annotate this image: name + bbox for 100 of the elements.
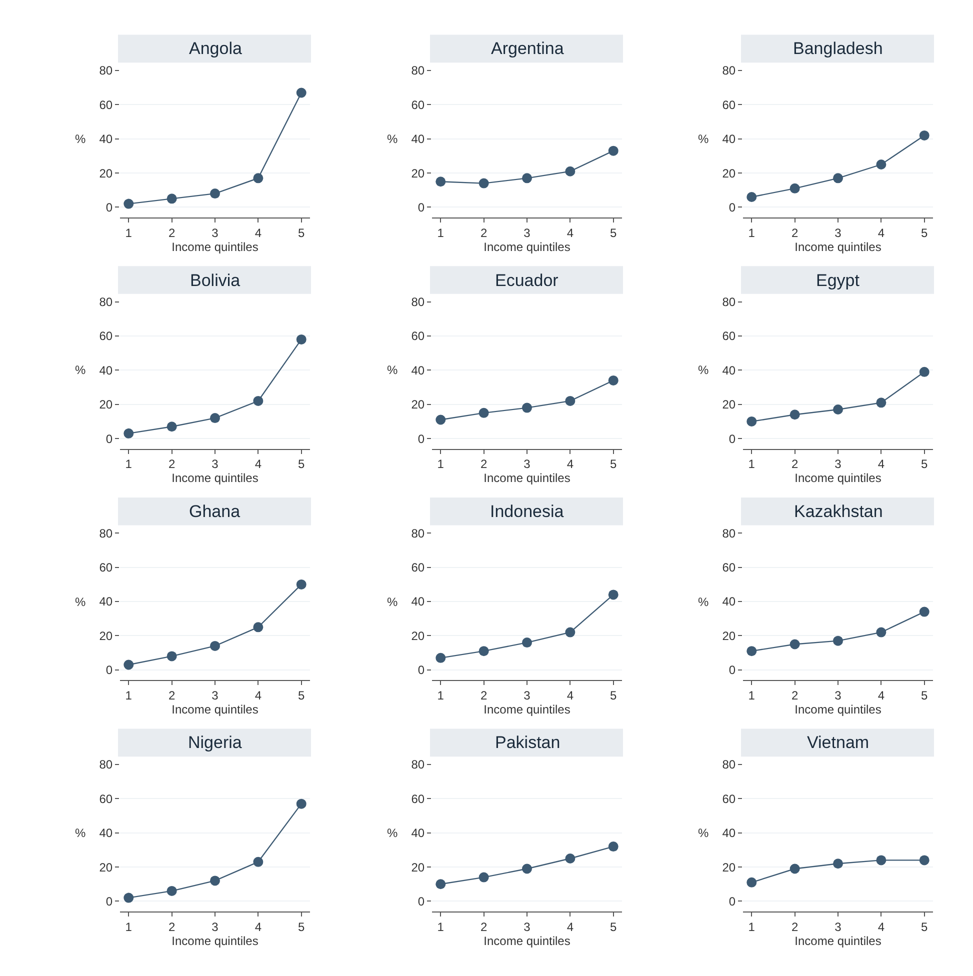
point [478,872,489,882]
x-tick-label: 3 [834,688,842,703]
point [833,636,843,646]
y-tick-label: 60 [722,98,736,112]
x-tick-label: 5 [921,226,928,240]
y-axis-title: % [387,363,398,377]
y-tick-label: 0 [728,894,736,908]
x-tick-label: 4 [254,688,262,703]
point [436,414,446,425]
point [790,410,800,420]
y-tick-label: 40 [411,826,425,840]
x-axis-title: Income quintiles [484,471,570,486]
x-axis-title: Income quintiles [484,702,570,717]
x-tick-label: 4 [566,226,574,240]
y-tick-label: 40 [99,594,113,609]
y-axis-title: % [698,826,709,840]
y-axis-title: % [75,826,86,840]
point [608,842,618,852]
chart-title: Bangladesh [793,39,883,58]
x-tick-label: 1 [748,688,756,703]
x-tick-label: 2 [480,457,488,472]
chart-title: Vietnam [807,733,870,752]
point [166,194,177,204]
x-tick-label: 1 [437,920,444,934]
y-tick-label: 20 [99,860,113,874]
point [833,404,843,415]
point [253,396,264,406]
y-tick-label: 80 [722,758,736,772]
x-axis-title: Income quintiles [794,934,882,948]
y-tick-label: 60 [411,329,425,344]
x-tick-label: 2 [168,226,176,240]
point [210,188,220,199]
x-tick-label: 2 [791,688,798,703]
x-tick-label: 1 [125,457,132,472]
x-axis-title: Income quintiles [794,702,882,717]
point [166,422,177,432]
y-tick-label: 0 [728,432,736,446]
x-tick-label: 1 [125,226,132,240]
y-tick-label: 80 [411,526,425,540]
x-axis-title: Income quintiles [172,702,258,717]
y-tick-label: 60 [411,98,425,112]
y-axis-title: % [698,132,709,146]
point [876,160,886,170]
y-tick-label: 20 [722,860,736,874]
y-axis-title: % [75,595,86,609]
point [478,178,489,188]
point [522,864,532,874]
x-tick-label: 4 [254,457,262,472]
y-tick-label: 40 [99,826,113,840]
point [210,876,220,886]
x-tick-label: 3 [212,688,219,703]
x-tick-label: 4 [878,688,885,703]
y-axis-title: % [387,132,398,146]
x-tick-label: 3 [212,226,219,240]
point [565,627,576,638]
x-axis-title: Income quintiles [172,240,258,254]
y-tick-label: 0 [418,432,425,446]
x-tick-label: 4 [566,920,574,934]
y-tick-label: 20 [722,628,736,643]
point [919,366,930,377]
point [522,173,532,184]
x-tick-label: 5 [298,457,306,472]
x-tick-label: 3 [212,457,219,472]
x-tick-label: 2 [791,920,798,934]
y-tick-label: 80 [722,526,736,540]
y-tick-label: 20 [99,628,113,643]
point [522,402,532,413]
x-tick-label: 4 [566,457,574,472]
y-tick-label: 60 [99,792,113,806]
x-tick-label: 2 [168,920,176,934]
x-tick-label: 4 [878,457,885,472]
point [790,183,800,194]
point [790,864,800,874]
y-axis-title: % [387,826,398,840]
y-tick-label: 80 [411,758,425,772]
x-tick-label: 1 [748,920,756,934]
y-tick-label: 80 [99,64,113,78]
x-tick-label: 4 [254,920,262,934]
point [124,660,134,670]
x-axis-title: Income quintiles [794,471,882,486]
chart-title: Egypt [816,271,860,290]
point [296,798,306,809]
x-tick-label: 5 [610,920,618,934]
chart-title: Ghana [189,502,241,521]
y-tick-label: 60 [722,329,736,344]
x-tick-label: 5 [298,226,306,240]
x-tick-label: 1 [437,226,444,240]
y-tick-label: 40 [411,363,425,378]
y-tick-label: 40 [99,363,113,378]
point [124,198,134,209]
x-tick-label: 4 [878,920,885,934]
x-tick-label: 4 [566,688,574,703]
point [919,606,930,617]
y-tick-label: 0 [106,894,113,908]
y-tick-label: 60 [99,98,113,112]
x-tick-label: 1 [125,688,132,703]
y-tick-label: 20 [99,398,113,412]
chart-title: Nigeria [188,733,242,752]
point [565,396,576,406]
point [790,639,800,650]
